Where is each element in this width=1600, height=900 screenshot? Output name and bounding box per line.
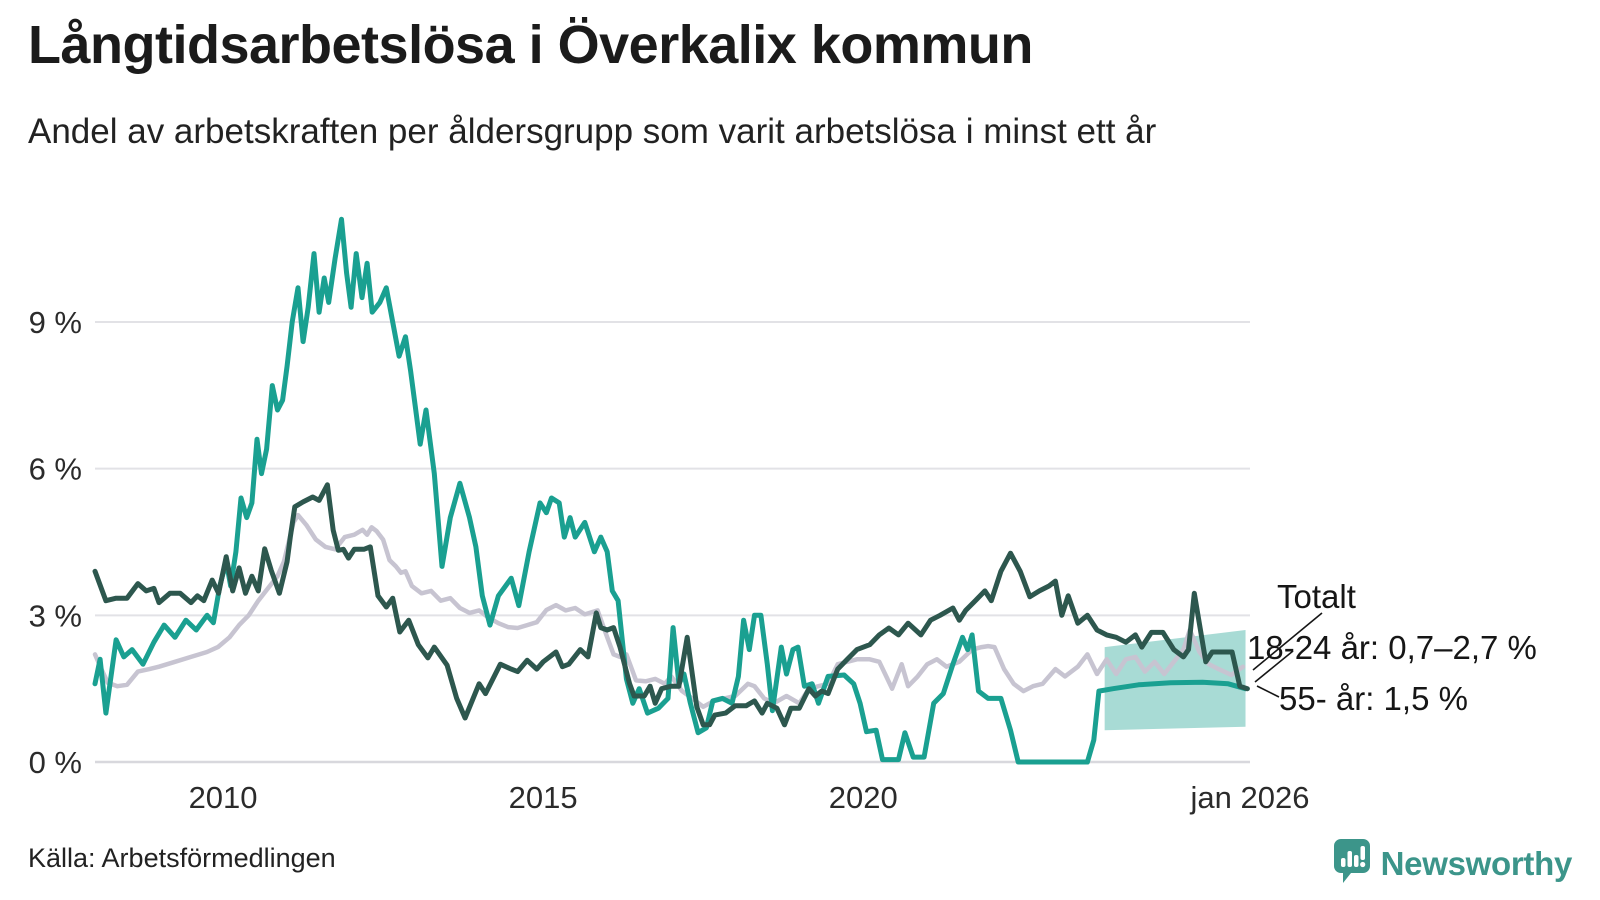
x-tick-label: 2020 [829,780,898,815]
x-tick-label: jan 2026 [1190,780,1310,815]
annotation-label: Totalt [1277,578,1356,615]
series-line-18-24-r [92,216,1248,765]
source-label: Källa: Arbetsförmedlingen [28,843,336,873]
series-line-totalt [92,512,1246,710]
newsworthy-speech-bubble-chart-icon [1333,838,1371,889]
y-tick-label: 0 % [29,745,82,780]
x-tick-label: 2015 [509,780,578,815]
page-subtitle: Andel av arbetskraften per åldersgrupp s… [28,112,1157,151]
newsworthy-logo-text: Newsworthy [1380,844,1573,882]
y-tick-label: 6 % [29,452,82,487]
annotation-leader-line [1252,612,1323,671]
annotation-label: 55- år: 1,5 % [1279,680,1468,717]
y-tick-label: 9 % [29,305,82,340]
series-line-55-r [92,482,1250,728]
annotation-leader-line [1256,685,1280,698]
y-tick-label: 3 % [29,598,82,633]
annotation-leader-line [1254,650,1294,683]
newsworthy-branding: Newsworthy [1333,838,1572,889]
forecast-band [1104,630,1246,731]
x-tick-label: 2010 [189,780,258,815]
page-title: Långtidsarbetslösa i Överkalix kommun [28,15,1033,75]
annotation-label: 18-24 år: 0,7–2,7 % [1247,629,1537,666]
